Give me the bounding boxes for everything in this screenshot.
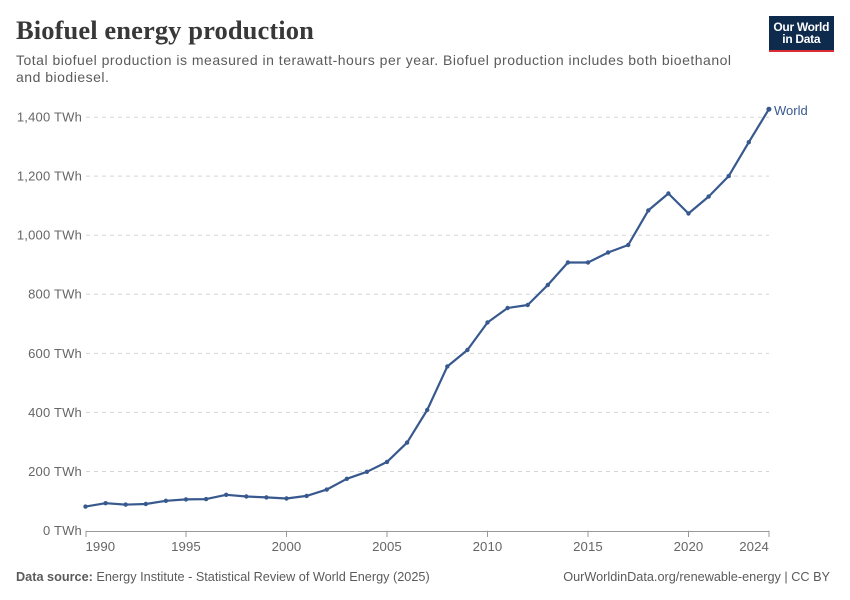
svg-text:World: World [774,103,808,118]
svg-text:200 TWh: 200 TWh [28,464,82,479]
svg-text:2010: 2010 [473,539,503,554]
svg-text:400 TWh: 400 TWh [28,405,82,420]
svg-text:2020: 2020 [674,539,704,554]
svg-text:800 TWh: 800 TWh [28,287,82,302]
svg-text:0 TWh: 0 TWh [43,523,82,538]
svg-text:2015: 2015 [573,539,603,554]
svg-text:1990: 1990 [86,539,116,554]
svg-text:2024: 2024 [739,539,769,554]
svg-text:1,000 TWh: 1,000 TWh [17,228,82,243]
svg-text:1995: 1995 [171,539,201,554]
svg-text:1,400 TWh: 1,400 TWh [17,110,82,125]
svg-text:1,200 TWh: 1,200 TWh [17,169,82,184]
svg-text:2005: 2005 [372,539,402,554]
svg-text:600 TWh: 600 TWh [28,346,82,361]
svg-text:2000: 2000 [272,539,302,554]
